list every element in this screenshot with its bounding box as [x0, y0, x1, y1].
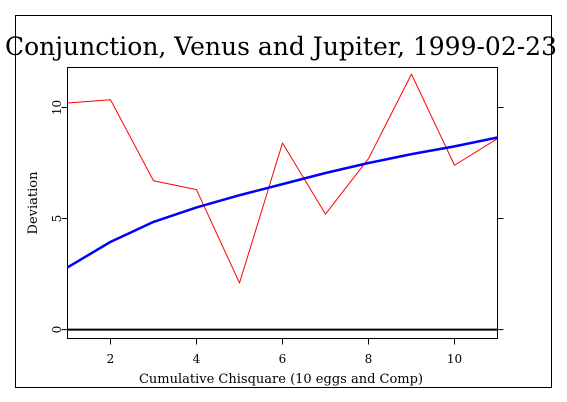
x-tick-label: 2: [107, 352, 115, 366]
y-tick-label: 5: [50, 215, 64, 223]
series-line-2: [66, 136, 498, 269]
outer-border: [15, 15, 552, 388]
x-tick-label: 8: [365, 352, 373, 366]
series-line-1: [67, 73, 498, 284]
x-axis: 2 4 6 8 10: [107, 338, 462, 366]
x-tick-label: 10: [447, 352, 462, 366]
series-layer: [66, 73, 498, 331]
chart-title: Conjunction, Venus and Jupiter, 1999-02-…: [5, 32, 557, 61]
y-axis: 0 5 10: [50, 100, 504, 334]
x-tick-label: 6: [279, 352, 287, 366]
x-axis-label: Cumulative Chisquare (10 eggs and Comp): [139, 372, 423, 387]
y-axis-label: Deviation: [26, 171, 41, 235]
y-tick-label: 10: [50, 100, 64, 115]
y-tick-label: 0: [50, 326, 64, 334]
x-tick-label: 4: [193, 352, 201, 366]
